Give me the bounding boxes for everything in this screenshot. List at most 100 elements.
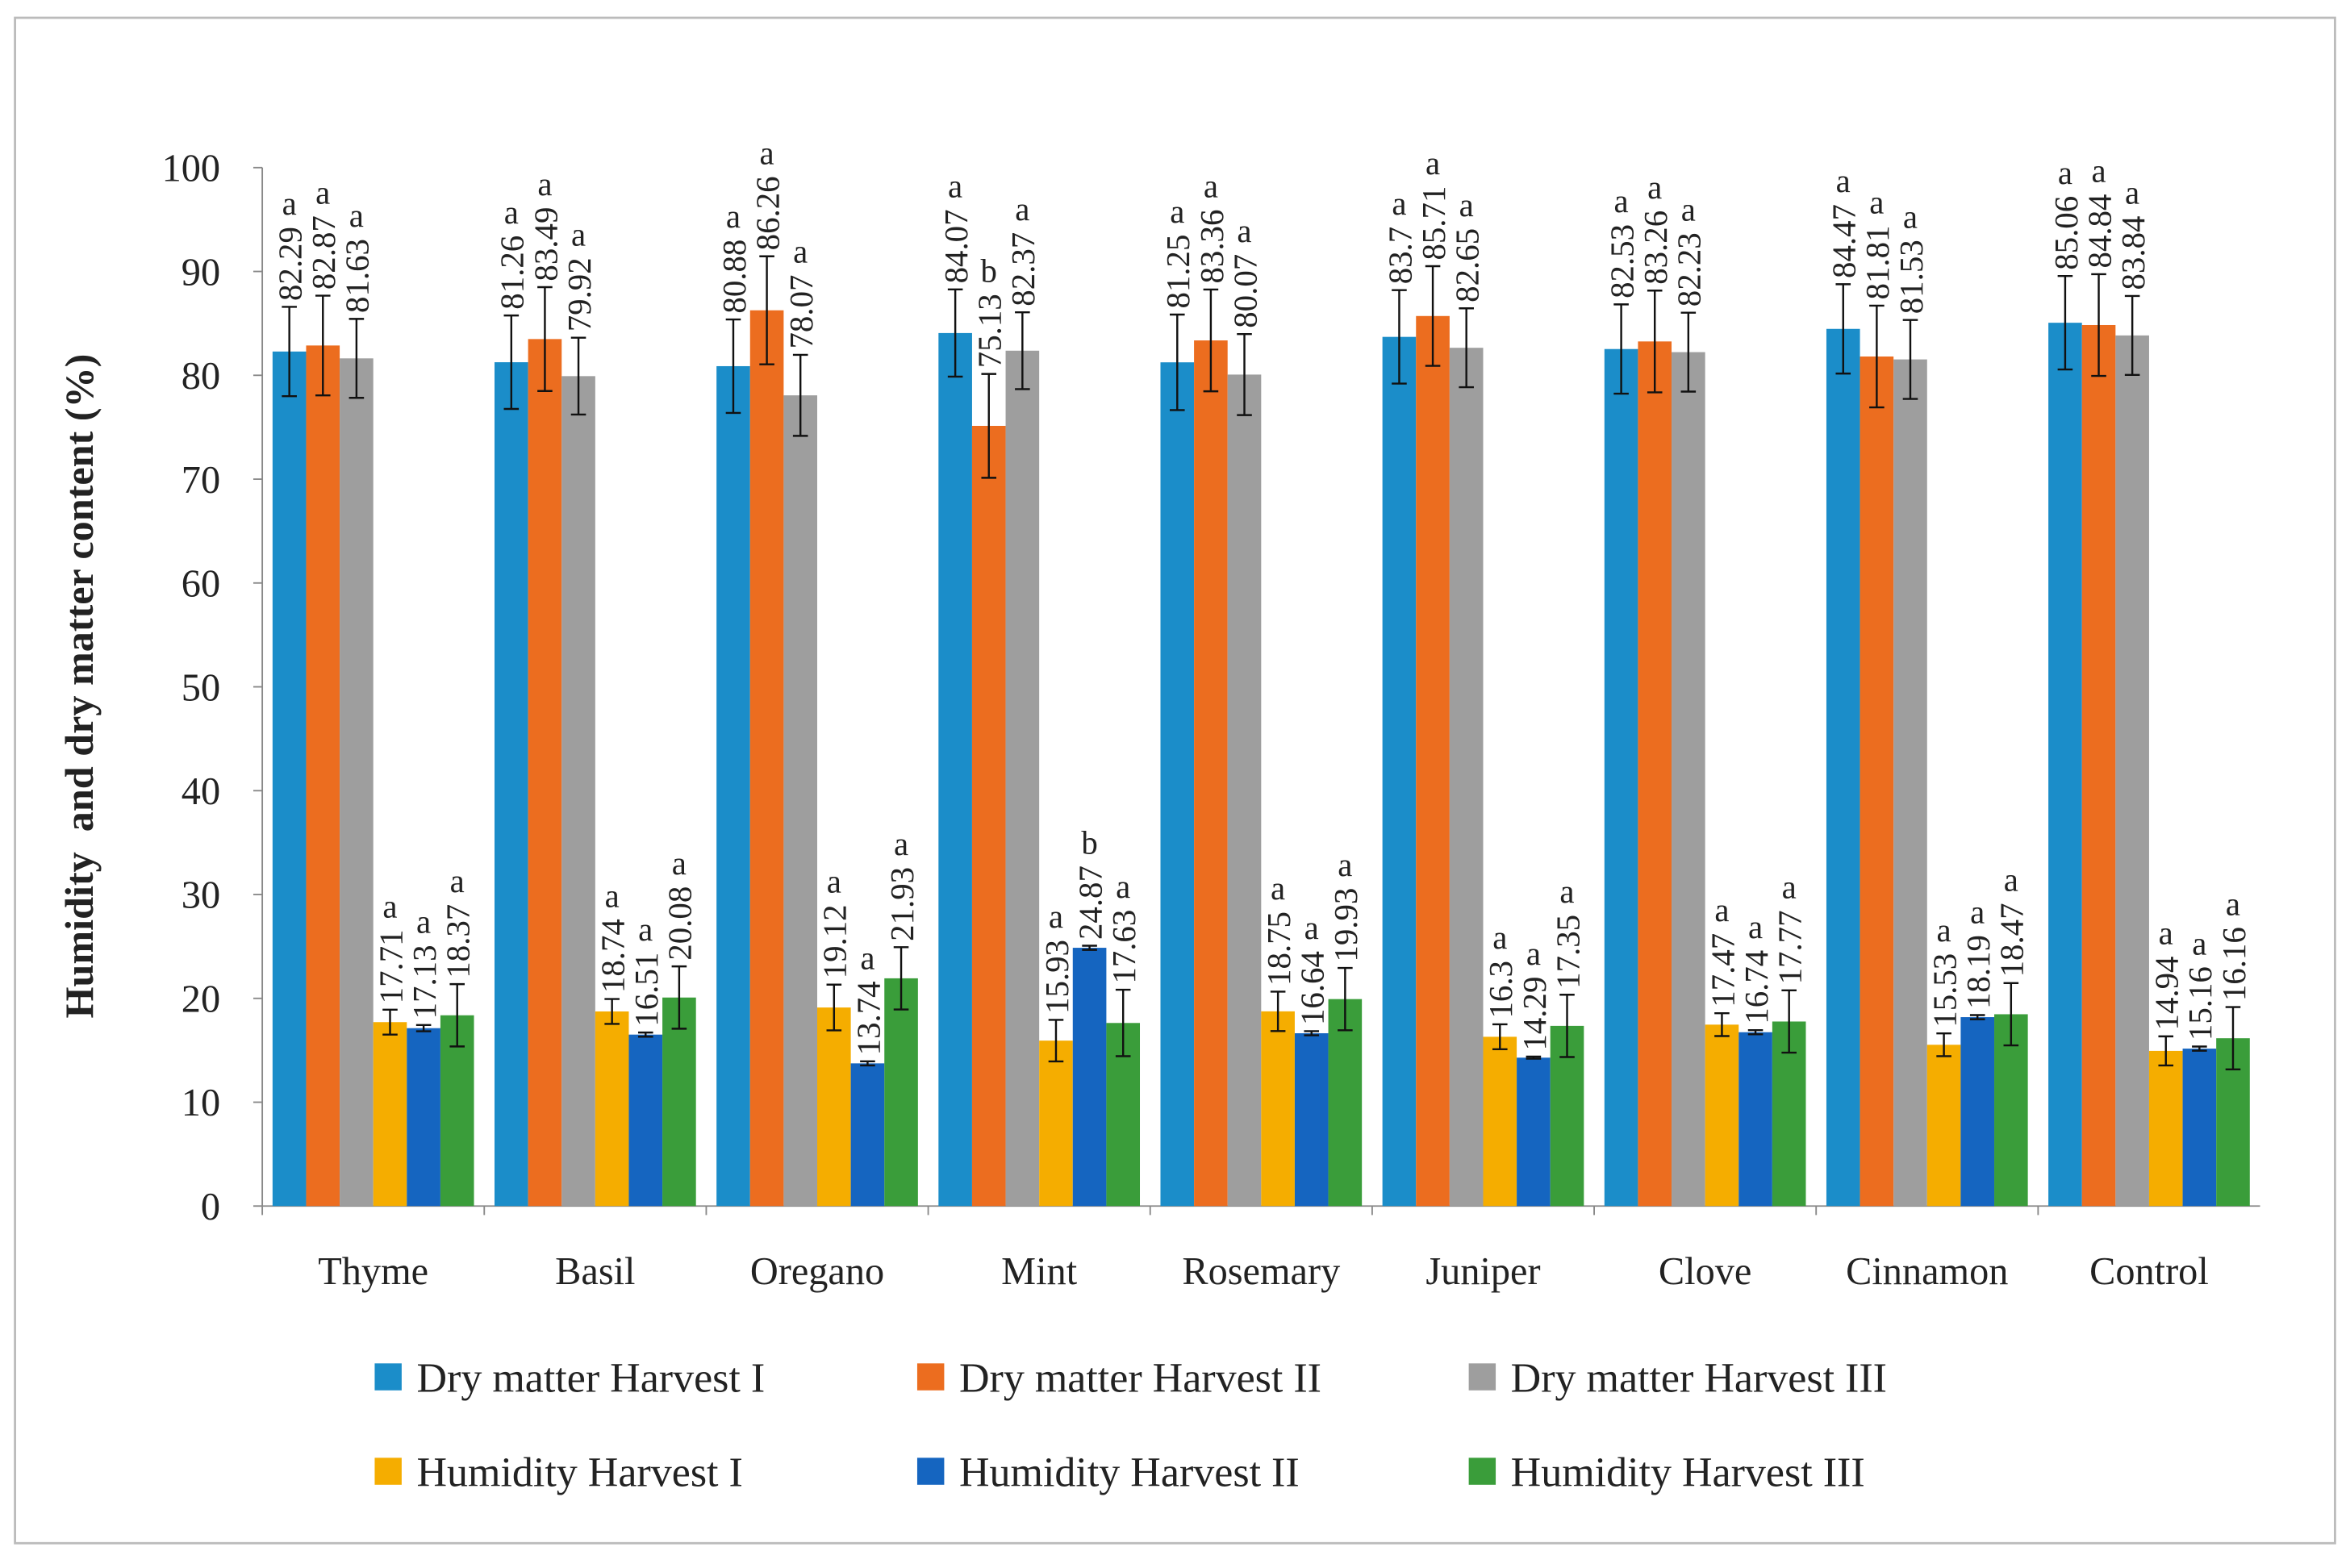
value-label: 81.63 — [340, 239, 376, 313]
y-tick-label: 100 — [162, 148, 220, 190]
legend-swatch — [374, 1457, 402, 1485]
legend-label: Humidity Harvest I — [416, 1450, 742, 1496]
significance-letter: a — [1526, 936, 1541, 972]
significance-letter: b — [981, 252, 997, 289]
error-bar — [415, 1024, 432, 1032]
value-label: 81.25 — [1160, 235, 1196, 309]
significance-letter: a — [760, 136, 774, 172]
bar — [1960, 1017, 1995, 1207]
significance-letter: a — [1304, 910, 1319, 946]
error-bar — [1425, 265, 1441, 367]
x-tick-label: Basil — [555, 1250, 635, 1293]
value-label: 18.75 — [1261, 911, 1297, 986]
value-label: 18.37 — [440, 904, 477, 978]
significance-letter: a — [638, 911, 653, 948]
error-bar — [349, 318, 365, 399]
significance-letter: a — [504, 194, 519, 231]
value-label: 20.08 — [662, 886, 699, 961]
legend-label: Humidity Harvest III — [1511, 1450, 1865, 1496]
significance-letter: a — [537, 166, 552, 202]
bar — [1416, 315, 1450, 1207]
value-label: 19.12 — [817, 904, 854, 978]
value-label: 80.07 — [1227, 254, 1263, 328]
x-tick-label: Mint — [1001, 1250, 1078, 1293]
significance-letter: a — [282, 186, 297, 222]
bar — [1860, 356, 1894, 1207]
significance-letter: a — [2192, 925, 2206, 961]
value-label: 83.36 — [1194, 210, 1230, 284]
value-label: 83.49 — [528, 207, 564, 281]
error-bar — [1781, 989, 1797, 1054]
value-label: 82.65 — [1450, 228, 1486, 302]
error-bar — [1869, 304, 1885, 409]
x-tick-label: Thyme — [318, 1250, 428, 1293]
y-tick-label: 0 — [201, 1186, 220, 1228]
bar — [2148, 1050, 2183, 1207]
bar — [1893, 359, 1927, 1207]
error-bar — [537, 286, 553, 392]
value-label: 81.53 — [1893, 240, 1930, 314]
bar — [1705, 1024, 1739, 1207]
bar — [561, 376, 595, 1207]
significance-letter: a — [1836, 163, 1851, 199]
significance-letter: b — [1081, 824, 1097, 861]
legend-swatch — [1468, 1363, 1496, 1391]
error-bar — [1714, 1011, 1730, 1037]
bar — [1261, 1011, 1295, 1207]
bar — [971, 425, 1006, 1207]
bar — [1638, 341, 1672, 1207]
error-bar — [1304, 1030, 1320, 1036]
value-label: 21.93 — [884, 867, 920, 941]
error-bar — [1936, 1032, 1951, 1057]
value-label: 86.26 — [749, 176, 786, 250]
value-label: 80.88 — [716, 240, 753, 314]
significance-letter: a — [2091, 153, 2106, 190]
error-bar — [826, 983, 842, 1032]
significance-letter: a — [605, 878, 620, 914]
significance-letter: a — [1903, 198, 1918, 235]
error-bar — [1647, 290, 1663, 394]
legend-swatch — [1468, 1457, 1496, 1485]
value-label: 84.84 — [2081, 194, 2118, 269]
error-bar — [1902, 319, 1918, 400]
significance-letter: a — [450, 863, 465, 899]
significance-letter: a — [1492, 920, 1507, 956]
error-bar — [1169, 313, 1185, 411]
value-label: 19.93 — [1328, 888, 1364, 962]
significance-letter: a — [1271, 870, 1285, 907]
error-bar — [282, 306, 297, 398]
significance-letter: a — [1237, 213, 1251, 249]
legend-label: Dry matter Harvest II — [959, 1356, 1321, 1402]
error-bar — [1392, 289, 1407, 385]
value-label: 82.23 — [1672, 232, 1708, 307]
error-bar — [947, 288, 963, 378]
value-label: 83.26 — [1638, 211, 1674, 285]
bar — [662, 997, 696, 1207]
bar — [1382, 336, 1417, 1207]
bar — [2115, 335, 2149, 1207]
bar — [373, 1022, 407, 1207]
value-label: 85.71 — [1416, 186, 1452, 261]
error-bar — [893, 946, 909, 1011]
significance-letter: a — [1614, 183, 1629, 219]
error-bar — [2091, 273, 2106, 377]
error-bar — [1048, 1019, 1064, 1063]
bar — [1039, 1040, 1073, 1207]
significance-letter: a — [1204, 169, 1218, 205]
bar — [1005, 350, 1040, 1207]
y-tick-label: 50 — [182, 666, 220, 709]
value-label: 75.13 — [972, 294, 1008, 368]
error-bar — [1747, 1028, 1764, 1036]
legend-swatch — [916, 1457, 945, 1485]
bar — [2182, 1049, 2217, 1207]
significance-letter: a — [793, 234, 808, 270]
value-label: 17.13 — [407, 945, 443, 1019]
bar — [1738, 1032, 1772, 1207]
value-label: 82.37 — [1005, 232, 1041, 307]
error-bar — [2158, 1035, 2174, 1067]
significance-letter: a — [894, 826, 908, 862]
legend-swatch — [374, 1363, 402, 1391]
significance-letter: a — [382, 889, 397, 925]
bar — [528, 339, 562, 1207]
error-bar — [759, 255, 774, 365]
